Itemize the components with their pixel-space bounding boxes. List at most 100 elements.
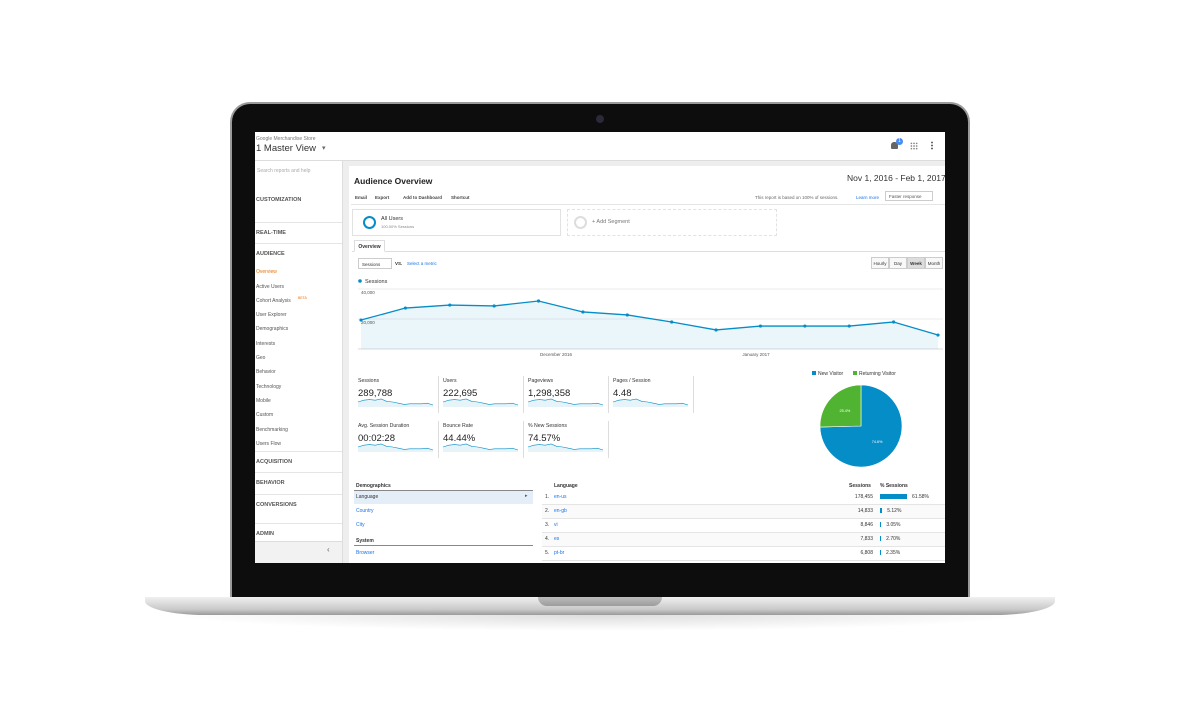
row-rank: 3. [545, 522, 550, 528]
collapse-icon[interactable]: ‹ [327, 545, 330, 554]
series-point [803, 324, 807, 328]
more-icon[interactable] [931, 141, 933, 150]
row-language[interactable]: es [554, 536, 560, 542]
demo-link[interactable]: City [356, 522, 365, 528]
sidebar-item[interactable]: Active Users [256, 284, 285, 290]
add-segment-box[interactable] [567, 209, 777, 236]
sidebar-divider [255, 451, 342, 452]
sidebar-item[interactable]: Custom [256, 412, 274, 418]
sidebar-divider [255, 222, 342, 223]
sidebar-item[interactable]: AUDIENCE [256, 251, 285, 257]
sidebar-item[interactable]: User Explorer [256, 312, 287, 318]
sidebar-item[interactable]: CONVERSIONS [256, 502, 297, 508]
metric-value: 00:02:28 [358, 433, 395, 444]
granularity-button[interactable]: Day [889, 257, 907, 269]
granularity-button[interactable]: Month [925, 257, 943, 269]
charts: 20,000 40,000 December 2016 January 2017 Ses… [357, 279, 943, 468]
laptop-base [145, 597, 1055, 615]
pie-slice [819, 384, 862, 428]
sidebar-item[interactable]: Behavior [256, 369, 276, 375]
row-bg [542, 533, 945, 547]
demo-heading: Demographics [356, 483, 391, 489]
sidebar-item[interactable]: Overview [256, 269, 277, 275]
sidebar-item[interactable]: BEHAVIOR [256, 480, 285, 486]
metric-select[interactable]: Sessions [358, 258, 392, 269]
sparkline [357, 398, 434, 406]
segment-ring [363, 216, 376, 229]
row-language[interactable]: en-gb [554, 508, 567, 514]
add-segment-ring [574, 216, 587, 229]
y-tick-label: 20,000 [361, 320, 375, 325]
row-sessions: 6,808 [860, 550, 873, 556]
share-label: 5.12% [887, 508, 902, 514]
sidebar-item[interactable]: Geo [256, 355, 266, 361]
row-language[interactable]: vi [554, 522, 558, 528]
sidebar-divider [255, 523, 342, 524]
row-rank: 2. [545, 508, 550, 514]
camera [596, 115, 604, 123]
row-language[interactable]: en-us [554, 494, 567, 500]
metric-value: 74.57% [528, 433, 561, 444]
sampling-note: This report is based on 100% of sessions… [755, 195, 839, 200]
sparkline [357, 443, 434, 451]
toolbar-button[interactable]: Email [355, 195, 368, 200]
series-point [892, 320, 896, 324]
metric-divider [608, 376, 609, 413]
demo-link[interactable]: Language [356, 494, 379, 500]
sidebar-search[interactable]: Search reports and help [257, 168, 311, 174]
granularity-button[interactable]: Week [907, 257, 925, 269]
demo-link[interactable]: Browser [356, 550, 375, 556]
view-selector[interactable]: 1 Master View [256, 143, 317, 154]
report-title: Audience Overview [354, 176, 433, 186]
row-language[interactable]: pt-br [554, 550, 565, 556]
segment-detail: 100.00% Sessions [381, 224, 415, 229]
metric-label: Pageviews [528, 378, 554, 384]
add-segment[interactable]: + Add Segment [592, 219, 630, 225]
sidebar-divider [255, 243, 342, 244]
sidebar-item[interactable]: Mobile [256, 398, 271, 404]
sidebar-item[interactable]: Demographics [256, 326, 289, 332]
sidebar-item[interactable]: ACQUISITION [256, 459, 293, 465]
overview-tab[interactable]: Overview [354, 240, 385, 252]
toolbar-button[interactable]: Export [375, 195, 390, 200]
sparkline-area [613, 399, 688, 407]
sidebar-item[interactable]: Interests [256, 341, 276, 347]
sidebar-item[interactable]: Benchmarking [256, 427, 288, 433]
learn-more[interactable]: Learn more [856, 195, 880, 200]
sidebar-item[interactable]: Technology [256, 384, 282, 390]
response-select[interactable]: Faster response [885, 191, 933, 201]
toolbar-button[interactable]: Add to Dashboard [403, 195, 442, 200]
row-sessions: 8,846 [860, 522, 873, 528]
metric-divider [438, 376, 439, 413]
date-range[interactable]: Nov 1, 2016 - Feb 1, 2017 [847, 173, 945, 183]
apps-icon[interactable] [910, 142, 918, 150]
sidebar-divider [255, 472, 342, 473]
demo-link[interactable]: Country [356, 508, 374, 514]
laptop-shadow [170, 615, 1030, 631]
sidebar-item[interactable]: ADMIN [256, 531, 275, 537]
series-point [581, 310, 585, 314]
metric-value: 222,695 [443, 388, 478, 399]
x-axis-label: December 2016 [540, 352, 573, 357]
sidebar-divider [255, 494, 342, 495]
select-metric[interactable]: Select a metric [407, 261, 437, 266]
legend-label: Returning Visitor [859, 371, 896, 377]
toolbar-button[interactable]: Shortcut [451, 195, 470, 200]
series-point [847, 324, 851, 328]
sparkline [527, 443, 604, 451]
table-header: Language [554, 483, 578, 489]
row-bg [542, 519, 945, 533]
sidebar-item[interactable]: Cohort Analysis [256, 298, 291, 304]
metric-label: Users [443, 378, 457, 384]
share-label: 3.05% [886, 522, 901, 528]
sparkline-area [443, 444, 518, 452]
granularity-button[interactable]: Hourly [871, 257, 889, 269]
bell-icon[interactable] [891, 142, 898, 149]
sidebar-item[interactable]: CUSTOMIZATION [256, 197, 302, 203]
share-label: 2.70% [886, 536, 901, 542]
share-bar [880, 522, 882, 527]
sidebar-item[interactable]: Users Flow [256, 441, 282, 447]
demo-rule [354, 490, 533, 491]
sidebar-item[interactable]: REAL-TIME [256, 230, 286, 236]
table-header: Sessions [849, 483, 871, 489]
